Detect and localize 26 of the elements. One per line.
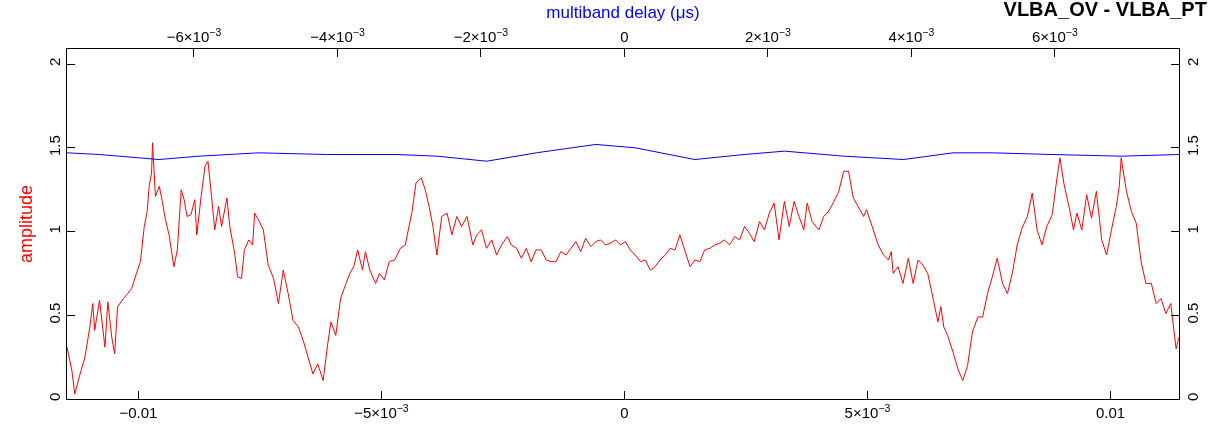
x2-axis-title: multiband delay (μs) — [546, 3, 700, 23]
y-tick-label: 1.5 — [46, 135, 63, 156]
x-tick-label: −5×10$^{−3}$ — [354, 401, 409, 421]
chart-title: VLBA_OV - VLBA_PT — [1003, 0, 1207, 21]
y2-tick-label: 1.5 — [1184, 135, 1201, 156]
y-tick-label: 0 — [46, 392, 63, 401]
x-tick-label: 0.01 — [1095, 404, 1126, 421]
y-tick-label: 0.5 — [46, 302, 63, 324]
x2-tick-label: 0 — [620, 28, 629, 45]
x2-tick-label: 2×10$^{−3}$ — [745, 25, 791, 45]
y2-tick-label: 0 — [1184, 392, 1201, 401]
y-tick-label: 1 — [46, 225, 63, 234]
x-tick-label: 5×10$^{−3}$ — [844, 401, 891, 421]
y2-tick-label: 2 — [1184, 57, 1201, 66]
x2-tick-label: 6×10$^{−3}$ — [1032, 25, 1078, 45]
x2-tick-label: −2×10$^{−3}$ — [453, 25, 509, 45]
x2-tick-label: 4×10$^{−3}$ — [888, 25, 935, 45]
y2-tick-label: 0.5 — [1184, 302, 1201, 324]
line-series — [67, 142, 1179, 395]
x2-tick-label: −6×10$^{−3}$ — [166, 25, 222, 45]
x-tick-label: 0 — [620, 404, 629, 421]
y-tick-label: 2 — [46, 57, 63, 66]
y-axis-title: amplitude — [16, 184, 37, 264]
x2-tick-label: −4×10$^{−3}$ — [310, 25, 365, 45]
y2-tick-label: 1 — [1184, 225, 1201, 234]
x-tick-label: −0.01 — [119, 404, 158, 421]
